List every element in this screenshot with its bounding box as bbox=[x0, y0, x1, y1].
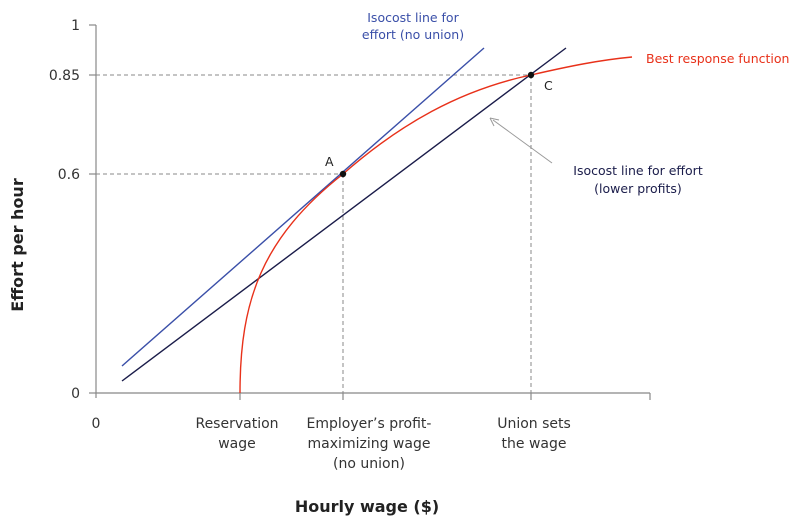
arrow-head-icon bbox=[489, 117, 500, 127]
y-tick-085: 0.85 bbox=[49, 68, 80, 84]
y-axis-title: Effort per hour bbox=[8, 178, 27, 312]
x-tick-0: 0 bbox=[92, 416, 101, 432]
x-cat-reservation: Reservation wage bbox=[195, 416, 278, 452]
y-tick-1: 1 bbox=[71, 18, 80, 34]
x-axis-title: Hourly wage ($) bbox=[295, 497, 439, 516]
point-a-label: A bbox=[325, 154, 334, 169]
point-a bbox=[339, 170, 347, 178]
point-c-label: C bbox=[544, 78, 553, 93]
x-cat-union: Union sets the wage bbox=[497, 416, 571, 452]
y-tick-06: 0.6 bbox=[58, 167, 80, 183]
isocost-no-union-line bbox=[121, 47, 485, 367]
isocost-no-union-label: Isocost line for effort (no union) bbox=[362, 10, 464, 42]
best-response-label: Best response function bbox=[646, 51, 789, 66]
isocost-lower-label: Isocost line for effort (lower profits) bbox=[573, 163, 703, 196]
best-response-curve bbox=[239, 56, 633, 394]
x-cat-profit-max: Employer’s profit-maximizing wage (no uni… bbox=[307, 416, 432, 472]
arrow bbox=[492, 119, 553, 164]
isocost-lower-line bbox=[121, 47, 567, 382]
y-tick-0: 0 bbox=[71, 386, 80, 402]
point-c bbox=[527, 71, 535, 79]
